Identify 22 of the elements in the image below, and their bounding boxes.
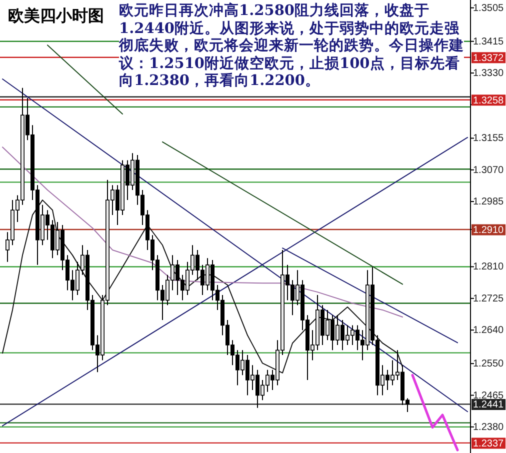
y-tick-label: 1.2380 <box>473 422 504 433</box>
ref-line-label: 1.2337 <box>473 438 504 450</box>
ref-line-label: 1.2441 <box>473 400 504 411</box>
y-tick-label: 1.3155 <box>473 133 504 144</box>
y-tick-label: 1.3505 <box>473 2 504 14</box>
y-tick-label: 1.2465 <box>473 390 504 402</box>
chart-title: 欧美四小时图 <box>8 6 104 27</box>
y-tick-label: 1.2985 <box>473 196 504 208</box>
y-tick-label: 1.2725 <box>473 293 504 304</box>
ref-line-label: 1.3258 <box>473 95 504 106</box>
ref-line-label: 1.3372 <box>473 52 504 64</box>
line-series <box>2 200 403 374</box>
y-tick-label: 1.3330 <box>473 68 504 80</box>
line-series <box>411 374 459 452</box>
y-tick-label: 1.2550 <box>473 358 504 370</box>
annotation: 欧元昨日再次冲高1.2580阻力线回落，收盘于1.2440附近。从图形来说，处于弱势中的欧元走强彻底失败，欧元将会迎来新一轮的跌势。今日操作建议：1.2510附近做空欧元，止损100点，目标先看向1.2380，再看向1.2200。 <box>119 2 464 90</box>
y-tick-label: 1.3070 <box>473 164 504 176</box>
line-series <box>2 146 403 318</box>
y-tick-label: 1.3415 <box>473 36 504 48</box>
y-tick-label: 1.2810 <box>473 262 504 273</box>
y-tick-label: 1.2640 <box>473 325 504 336</box>
ref-line-label: 1.2910 <box>473 224 504 236</box>
